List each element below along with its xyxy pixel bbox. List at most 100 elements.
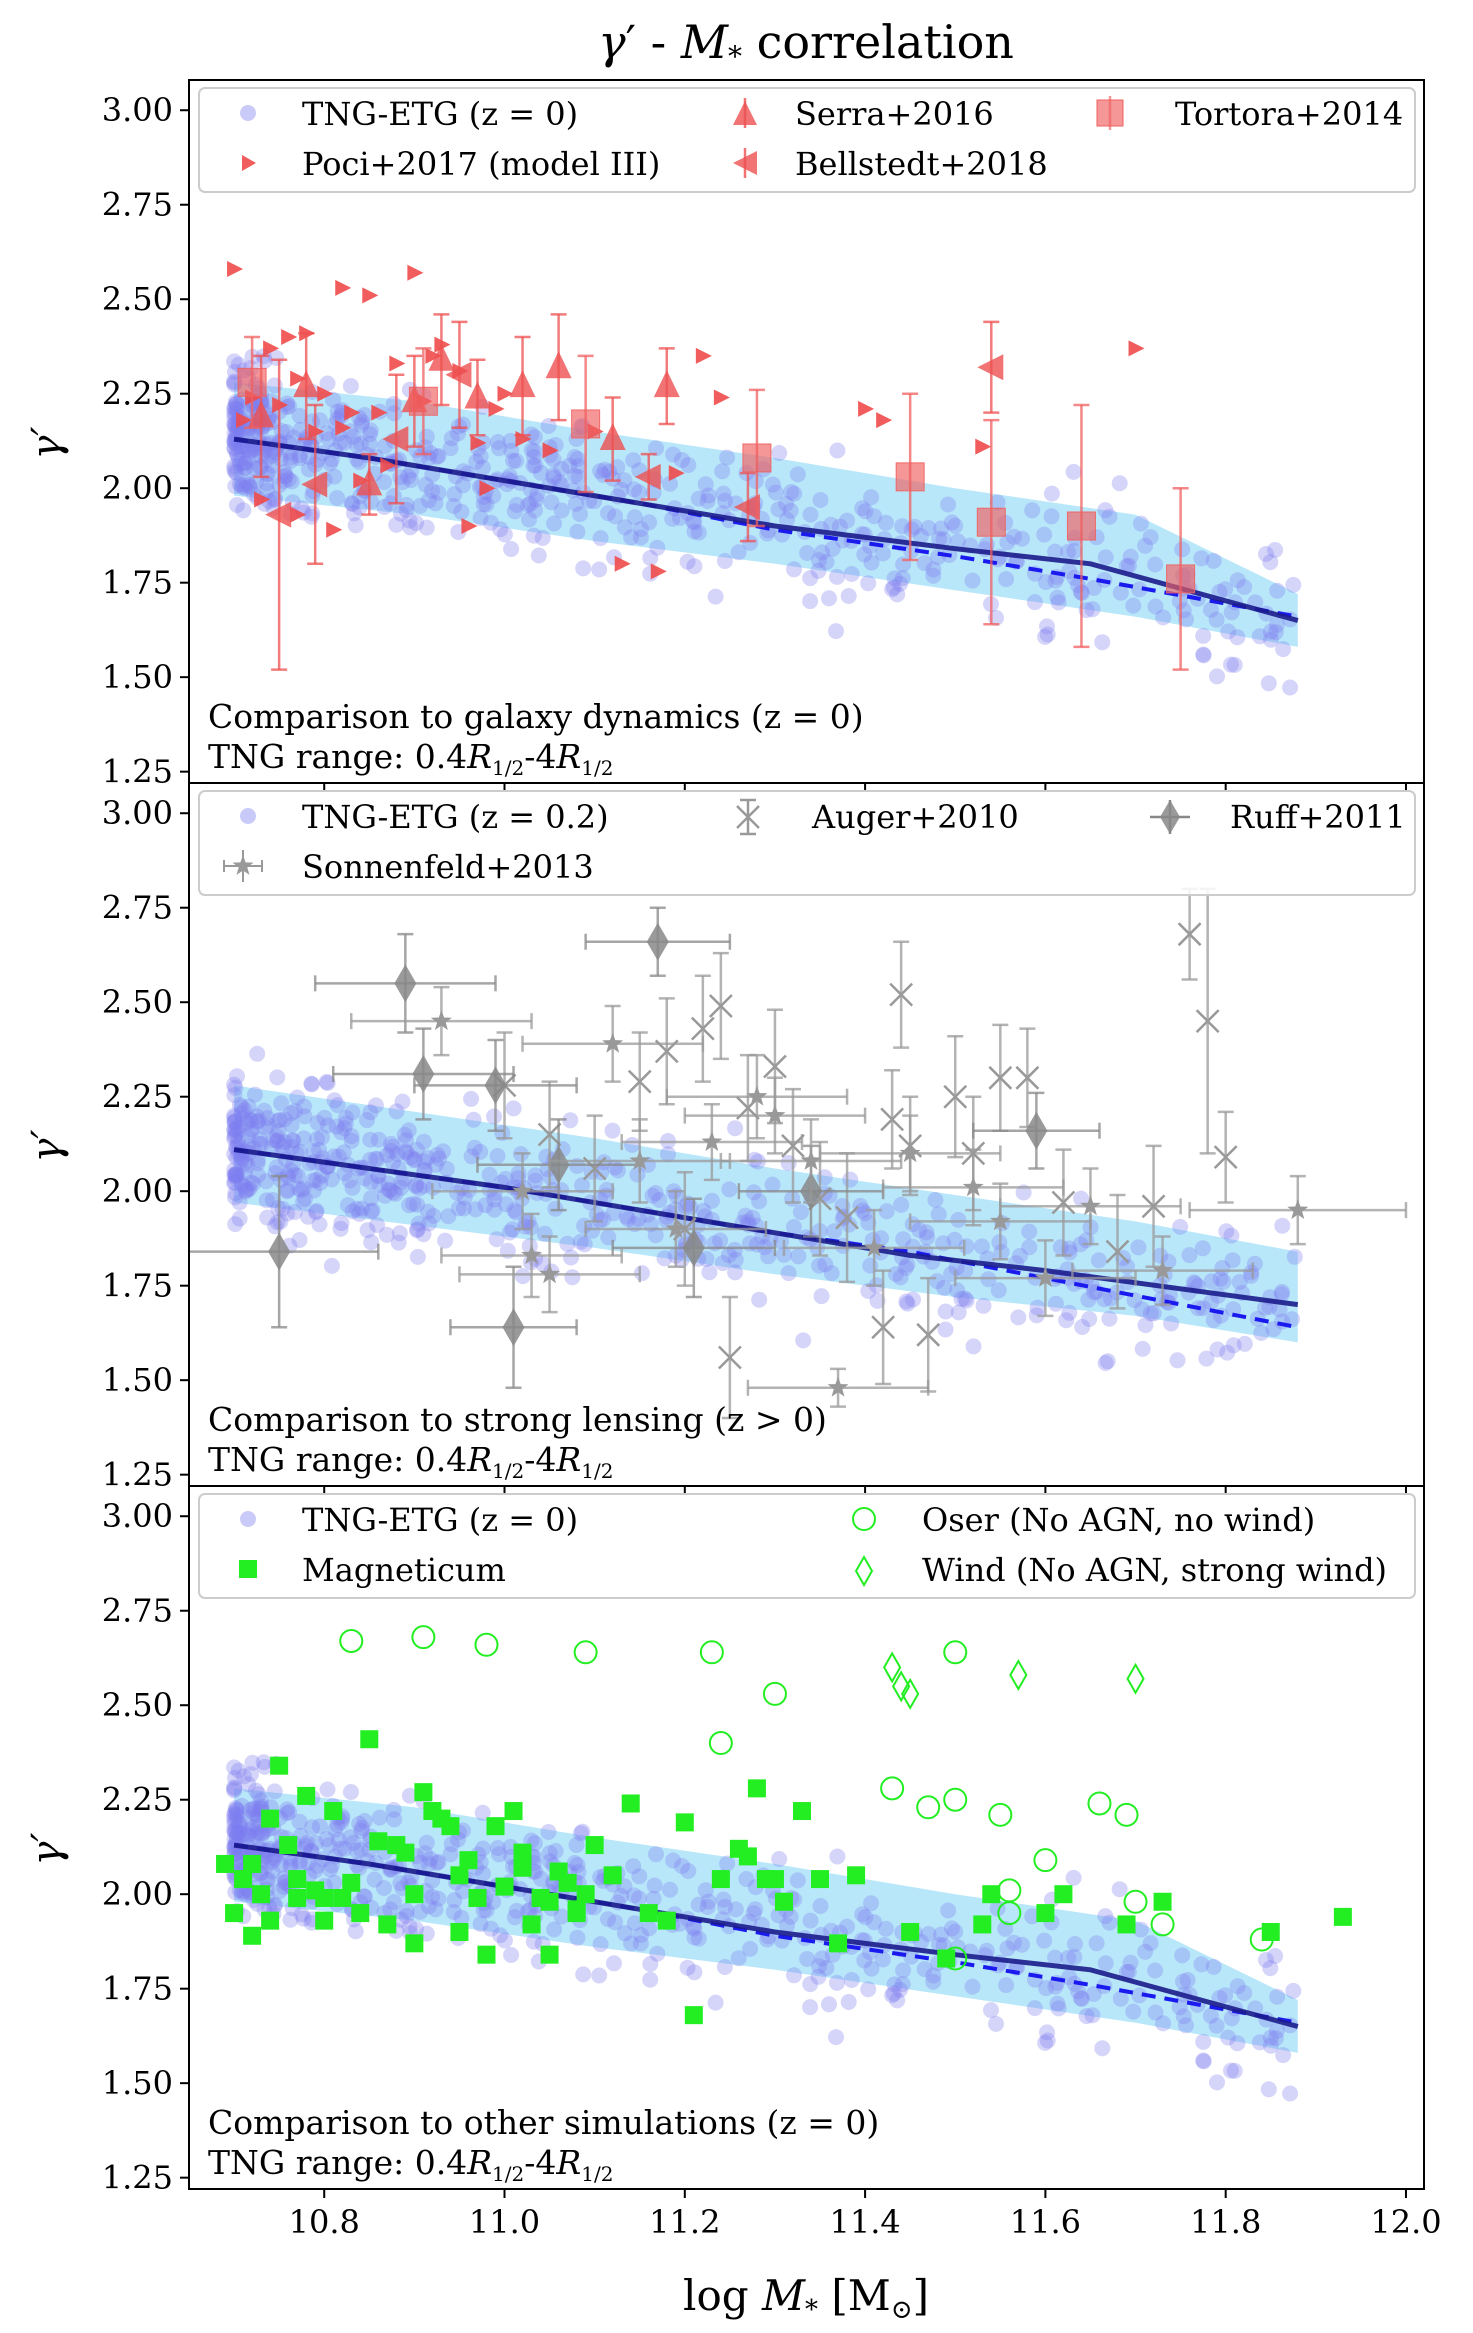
tng-galaxy-point	[376, 1880, 392, 1896]
tng-galaxy-point	[300, 448, 317, 465]
tng-galaxy-point	[322, 1861, 339, 1878]
tng-galaxy-point	[532, 464, 549, 481]
tng-galaxy-point	[491, 1846, 507, 1863]
data-point	[261, 1911, 280, 1930]
data-point	[558, 1873, 577, 1892]
tng-galaxy-point	[778, 495, 795, 512]
tng-galaxy-point	[1282, 2085, 1299, 2102]
tng-galaxy-point	[266, 1850, 283, 1867]
tng-galaxy-point	[891, 1981, 908, 1998]
data-point	[356, 468, 383, 496]
tng-galaxy-point	[860, 1981, 877, 1998]
tng-galaxy-point	[873, 1230, 889, 1247]
tng-galaxy-point	[877, 514, 894, 531]
data-point-stroke	[988, 1065, 1013, 1090]
tng-galaxy-point	[303, 1075, 320, 1092]
tng-galaxy-point	[1225, 1301, 1242, 1318]
data-point	[665, 1218, 687, 1238]
tng-galaxy-point	[526, 449, 542, 466]
tng-galaxy-point	[233, 1176, 250, 1193]
tng-galaxy-point	[393, 1911, 409, 1928]
data-point	[450, 1922, 469, 1941]
tng-galaxy-point	[895, 1231, 912, 1248]
tng-galaxy-point	[1072, 1990, 1089, 2007]
tng-galaxy-point	[648, 1846, 664, 1863]
tng-galaxy-point	[279, 1183, 296, 1200]
data-point	[962, 1176, 984, 1197]
tng-galaxy-point	[386, 1811, 403, 1828]
tng-galaxy-point	[1043, 508, 1060, 525]
legend-marker-serra	[733, 101, 757, 125]
tng-galaxy-point	[251, 1136, 268, 1152]
data-point	[270, 1756, 289, 1775]
tng-galaxy-point	[840, 588, 857, 604]
tng-galaxy-point	[899, 1256, 916, 1273]
tng-galaxy-point	[927, 1192, 944, 1208]
tng-galaxy-point	[353, 1822, 370, 1839]
tng-galaxy-point	[415, 1133, 432, 1150]
tng-galaxy-point	[563, 1249, 579, 1266]
tng-galaxy-point	[356, 1813, 373, 1829]
tng-galaxy-point	[353, 416, 370, 433]
tng-galaxy-point	[291, 1813, 308, 1830]
data-point	[522, 1915, 541, 1934]
data-point	[634, 463, 661, 490]
tng-galaxy-point	[647, 1227, 664, 1244]
tng-galaxy-point	[1274, 1217, 1291, 1234]
tng-galaxy-point	[1236, 1335, 1253, 1352]
tng-galaxy-point	[947, 1923, 964, 1940]
tng-galaxy-point	[626, 509, 643, 526]
tng-galaxy-point	[1271, 1301, 1288, 1318]
data-point	[571, 409, 601, 439]
tng-galaxy-point	[289, 1089, 306, 1106]
tng-galaxy-point	[948, 1259, 965, 1276]
tng-galaxy-point	[453, 1909, 470, 1926]
tng-galaxy-point	[405, 1195, 422, 1212]
tng-galaxy-point	[231, 476, 248, 493]
tng-galaxy-point	[442, 440, 459, 457]
tng-galaxy-point	[1267, 2030, 1284, 2047]
data-point	[976, 507, 1006, 537]
tng-galaxy-point	[226, 1161, 243, 1178]
tng-galaxy-point	[1047, 1978, 1064, 1995]
tng-range-label: TNG range: 0.4R1/2-4R1/2	[208, 737, 613, 780]
tng-galaxy-point	[575, 560, 592, 577]
tng-galaxy-point	[780, 1265, 797, 1282]
data-point	[430, 1010, 452, 1030]
tng-galaxy-point	[1145, 1305, 1162, 1322]
tng-galaxy-point	[569, 523, 586, 540]
tng-galaxy-point	[999, 534, 1016, 551]
data-point	[234, 1870, 253, 1889]
tng-galaxy-point	[272, 1856, 289, 1873]
y-tick-label: 2.00	[102, 469, 173, 507]
tng-galaxy-point	[424, 482, 441, 499]
tng-galaxy-point	[1142, 1935, 1159, 1952]
data-point	[504, 1802, 523, 1821]
y-axis-label: γ′	[24, 1130, 70, 1163]
tng-galaxy-point	[362, 1131, 379, 1148]
tng-galaxy-point	[236, 1825, 253, 1842]
tng-galaxy-point	[386, 405, 403, 422]
tng-galaxy-point	[1061, 1304, 1078, 1321]
tng-galaxy-point	[1066, 1949, 1083, 1965]
tng-galaxy-point	[228, 464, 245, 481]
tng-galaxy-point	[393, 505, 409, 522]
tng-galaxy-point	[269, 1112, 286, 1129]
tng-galaxy-point	[235, 1768, 252, 1785]
tng-galaxy-point	[925, 1973, 942, 1990]
tng-galaxy-point	[727, 1120, 744, 1137]
tng-galaxy-point	[690, 1930, 707, 1947]
data-point-stroke	[943, 1084, 968, 1109]
data-point	[882, 1651, 902, 1684]
tng-galaxy-point	[770, 501, 787, 518]
y-tick-label: 1.75	[102, 1970, 173, 2008]
tng-galaxy-point	[329, 1097, 346, 1114]
data-point	[774, 1892, 793, 1911]
tng-galaxy-point	[535, 1256, 552, 1273]
tng-galaxy-point	[343, 1132, 360, 1149]
tng-galaxy-point	[273, 423, 290, 439]
tng-galaxy-point	[380, 1181, 397, 1198]
tng-galaxy-point	[345, 1834, 362, 1851]
tng-galaxy-point	[829, 442, 846, 459]
tng-galaxy-point	[231, 1194, 248, 1211]
